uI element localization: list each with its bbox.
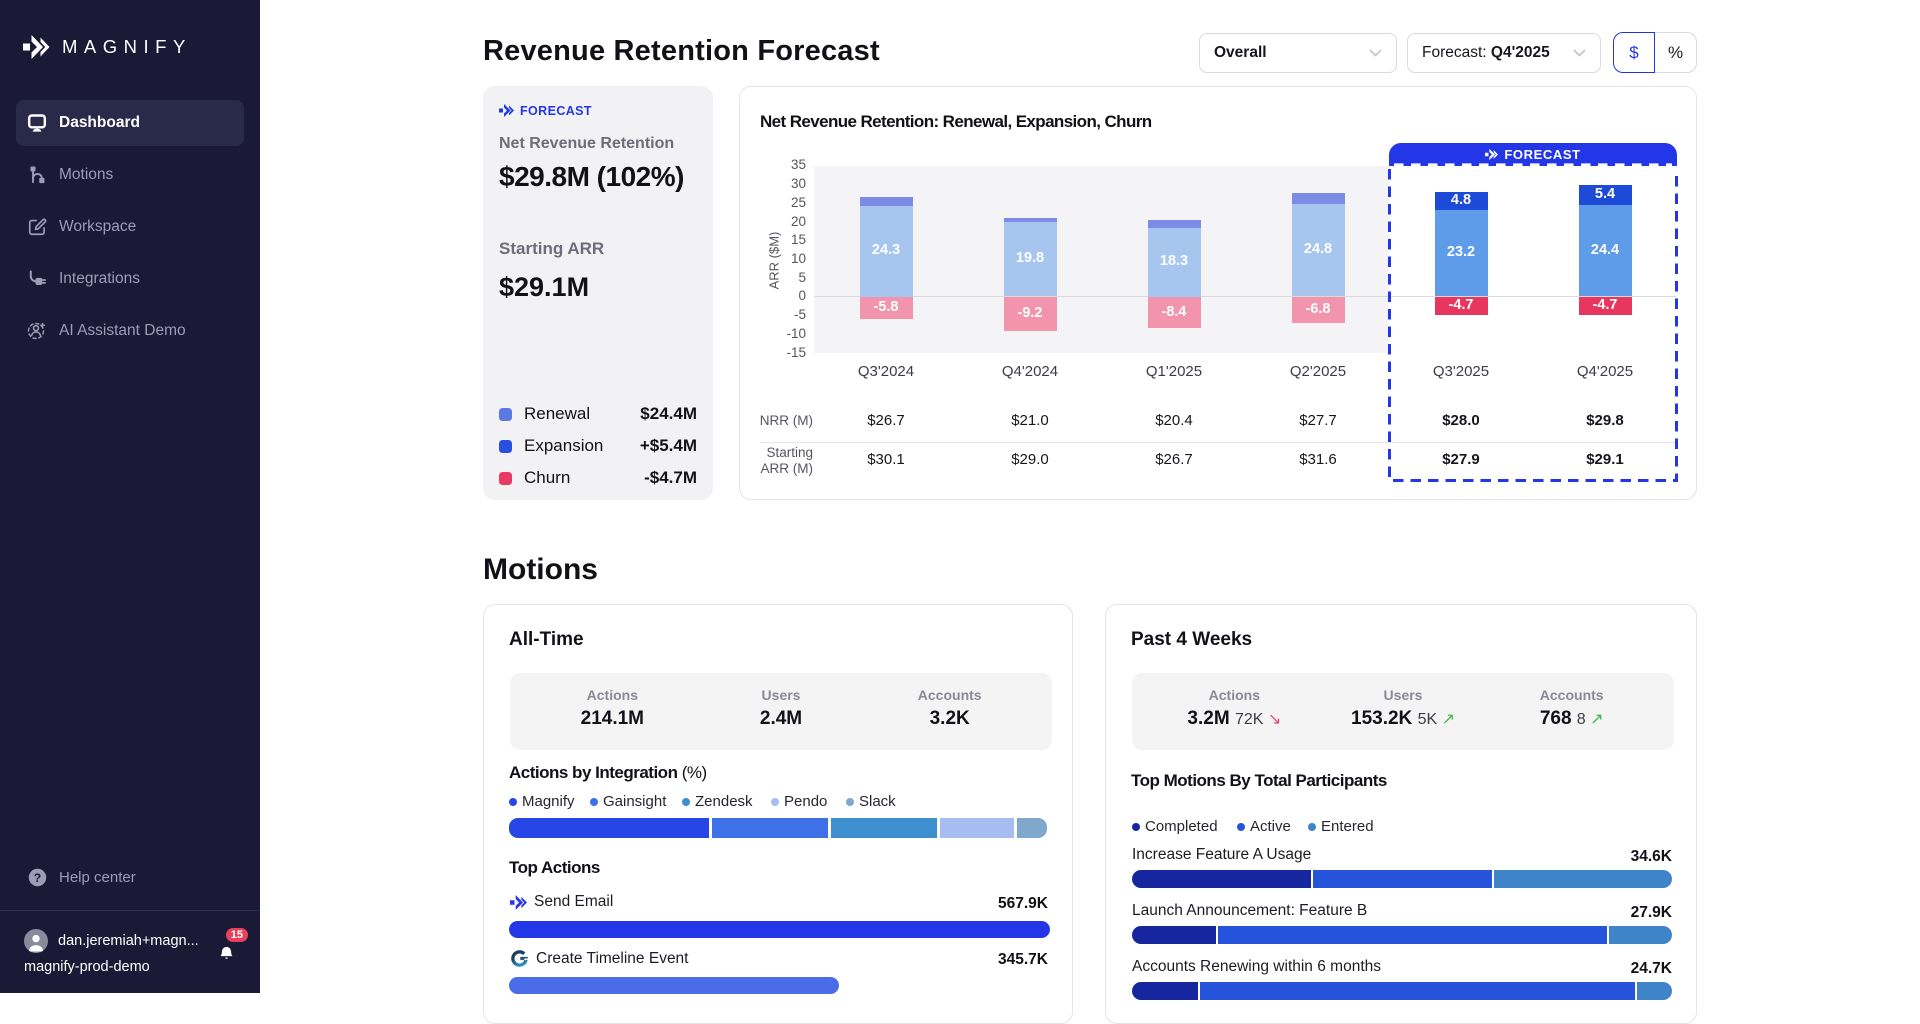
- svg-text:?: ?: [34, 870, 41, 884]
